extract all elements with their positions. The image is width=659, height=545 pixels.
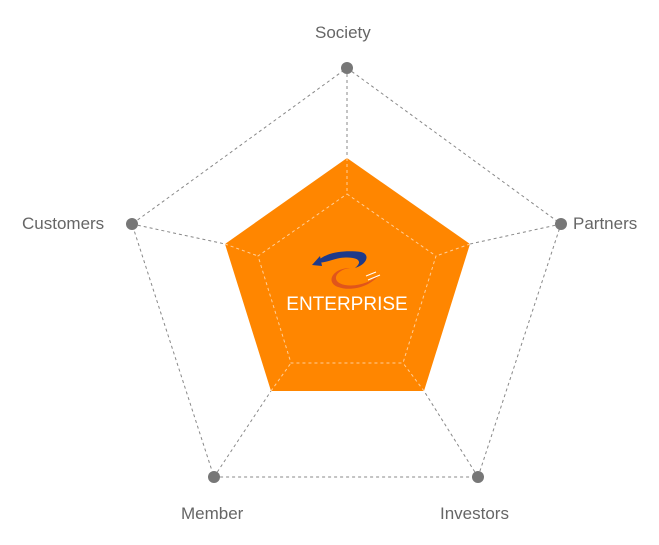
enterprise-swoosh-logo-icon [312, 251, 381, 289]
node-member-label: Member [181, 504, 244, 523]
enterprise-label: ENTERPRISE [286, 294, 408, 315]
node-partners-dot [555, 218, 567, 230]
node-investors-dot [472, 471, 484, 483]
node-customers-dot [126, 218, 138, 230]
node-society-dot [341, 62, 353, 74]
node-member-dot [208, 471, 220, 483]
inner-pentagon [257, 193, 437, 364]
spokes [131, 68, 562, 478]
node-customers-label: Customers [22, 214, 105, 233]
enterprise-pentagon [225, 158, 470, 391]
node-investors-label: Investors [440, 504, 509, 523]
outer-pentagon [131, 67, 562, 478]
node-society-label: Society [315, 23, 371, 42]
node-partners-label: Partners [573, 214, 638, 233]
